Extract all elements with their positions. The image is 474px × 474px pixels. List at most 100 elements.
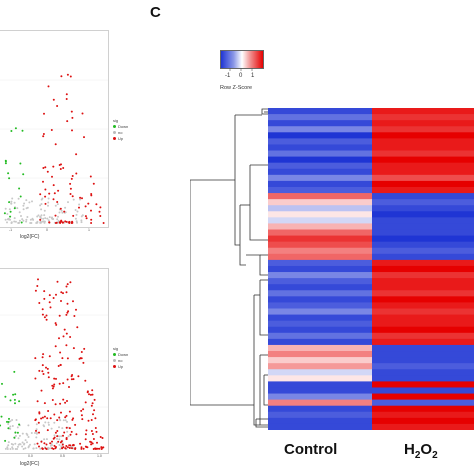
volcano-point [54, 143, 57, 146]
volcano-point [71, 129, 73, 132]
volcano-point [58, 416, 61, 419]
volcano-point [57, 365, 60, 367]
heatmap-cell [372, 241, 474, 249]
volcano-point [62, 398, 65, 401]
heatmap-cell [268, 168, 372, 176]
volcano-point [84, 433, 87, 436]
volcano-point [36, 285, 39, 287]
heatmap-cell [268, 375, 372, 382]
volcano-point [65, 291, 68, 294]
volcano-point [35, 428, 38, 431]
heatmap-cell [372, 138, 474, 146]
volcano-point [84, 205, 87, 208]
heatmap-cell [268, 302, 372, 310]
volcano-point [11, 425, 14, 427]
volcano-point [66, 73, 69, 76]
volcano-point [46, 429, 49, 432]
volcano-point [78, 203, 81, 206]
volcano-point [30, 432, 33, 434]
volcano-point [65, 438, 68, 441]
volcano-point [69, 193, 72, 195]
volcano-point [58, 382, 61, 385]
volcano-point [56, 280, 59, 283]
volcano-point [21, 445, 24, 448]
volcano-point [22, 219, 25, 222]
volcano-point [43, 290, 46, 293]
volcano-point [49, 306, 52, 309]
heatmap-cell [268, 241, 372, 249]
volcano-point [41, 197, 44, 200]
volcano-point [48, 192, 51, 195]
heatmap-cell [372, 387, 474, 395]
volcano-point [7, 172, 10, 175]
volcano-point [44, 188, 47, 191]
heatmap-cell [372, 150, 474, 158]
volcano-point [9, 420, 12, 423]
volcano-point [18, 423, 21, 426]
volcano-point [99, 206, 102, 209]
volcano-point [31, 217, 34, 220]
volcano-point [72, 347, 75, 350]
volcano-point [62, 446, 65, 449]
volcano-point [56, 430, 59, 432]
volcano-point [90, 430, 93, 432]
volcano-point [65, 220, 68, 223]
volcano-point [14, 402, 16, 405]
volcano-point [80, 357, 83, 360]
heatmap-cell [372, 351, 474, 358]
volcano-point [48, 294, 51, 297]
volcano-point [92, 448, 95, 450]
heatmap-cell [268, 199, 372, 206]
volcano-point [43, 425, 46, 428]
volcano-point [30, 222, 33, 224]
volcano-point [11, 447, 14, 450]
heatmap-cell [372, 393, 474, 401]
volcano-point [40, 214, 43, 217]
heatmap-cell [372, 156, 474, 164]
heatmap-cell [372, 411, 474, 419]
volcano-point [13, 201, 16, 204]
volcano-point [18, 219, 21, 222]
volcano-point [80, 351, 83, 353]
tick-label: 0.5 [60, 454, 65, 458]
volcano-point [52, 198, 55, 201]
volcano-point [58, 438, 61, 441]
volcano-point [100, 446, 103, 449]
volcano-point [80, 414, 83, 417]
volcano-point [51, 399, 54, 401]
heatmap-cell [268, 326, 372, 334]
volcano-point [55, 442, 58, 445]
volcano-point [45, 448, 48, 450]
volcano-point [66, 302, 69, 305]
volcano-point [4, 447, 7, 450]
volcano-point [58, 337, 60, 340]
volcano-point [41, 364, 44, 367]
volcano-point [22, 204, 25, 207]
volcano-point [62, 382, 65, 385]
volcano-point [59, 168, 62, 170]
heatmap-cell [372, 126, 474, 133]
volcano-point [34, 432, 36, 434]
volcano-point [4, 395, 7, 398]
volcano-point [65, 93, 68, 96]
volcano-point [11, 419, 14, 421]
volcano-point [16, 426, 19, 429]
heatmap-cell [268, 357, 372, 364]
heatmap-cell [268, 120, 372, 127]
volcano-point [89, 175, 92, 178]
legend-item-down: Down [113, 124, 128, 130]
volcano-point [95, 203, 98, 206]
volcano-point [51, 216, 53, 219]
volcano-point [91, 442, 94, 445]
volcano-point [34, 289, 37, 292]
volcano-point [52, 437, 55, 440]
heatmap-cell [372, 375, 474, 382]
volcano-point [68, 427, 71, 430]
volcano-point [61, 211, 64, 214]
volcano-point [70, 378, 73, 381]
volcano-point [60, 440, 63, 443]
color-key-title: Row Z-Score [220, 85, 253, 91]
volcano-point [45, 366, 47, 369]
volcano-point [45, 443, 48, 446]
volcano-point [91, 433, 94, 435]
